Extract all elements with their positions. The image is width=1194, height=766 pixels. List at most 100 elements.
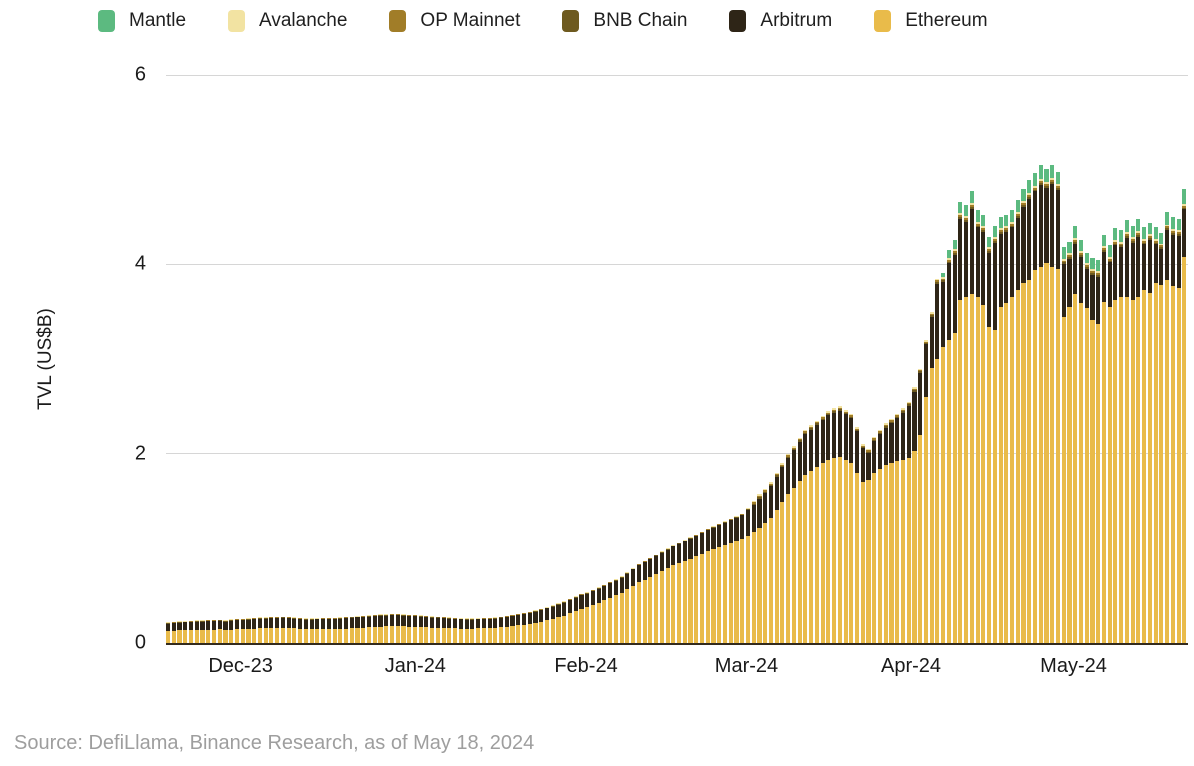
stacked-bar: [338, 617, 343, 643]
bar-segment-ethereum: [217, 629, 222, 643]
stacked-bar: [677, 542, 682, 643]
bar-segment-ethereum: [929, 368, 934, 643]
bar-segment-arbitrum: [659, 552, 664, 572]
bar-segment-arbitrum: [1004, 232, 1009, 304]
bar-segment-bnb-chain: [872, 439, 877, 441]
stacked-bar: [682, 540, 687, 643]
legend-swatch-icon: [562, 10, 580, 32]
bar-segment-arbitrum: [412, 616, 417, 628]
bar-segment-bnb-chain: [1032, 189, 1038, 192]
bar-segment-bnb-chain: [786, 456, 791, 458]
legend-item-label: Arbitrum: [760, 10, 833, 31]
legend-item-label: BNB Chain: [593, 10, 688, 31]
bar-segment-arbitrum: [579, 595, 584, 610]
bar-segment-ethereum: [378, 626, 383, 643]
stacked-bar: [728, 518, 733, 643]
stacked-bar: [952, 239, 957, 643]
bar-segment-op-mainnet: [1124, 234, 1129, 236]
bar-segment-bnb-chain: [1113, 243, 1118, 246]
bar-segment-arbitrum: [602, 586, 607, 601]
bar-segment-arbitrum: [820, 420, 825, 464]
bar-segment-arbitrum: [745, 509, 751, 536]
stacked-bar: [401, 614, 406, 643]
stacked-bar: [194, 620, 199, 643]
stacked-bar: [1067, 241, 1072, 643]
bar-segment-ethereum: [941, 346, 946, 643]
bar-segment-op-mainnet: [1067, 254, 1072, 257]
bar-segment-op-mainnet: [1073, 239, 1078, 242]
bar-segment-avalanche: [1176, 230, 1181, 233]
bar-segment-arbitrum: [343, 618, 349, 629]
y-tick-label: 4: [134, 252, 146, 275]
bar-segment-op-mainnet: [1027, 195, 1032, 198]
stacked-bar: [619, 576, 624, 643]
stacked-bar: [493, 617, 498, 643]
bar-segment-ethereum: [820, 463, 825, 643]
legend-swatch-icon: [389, 10, 407, 32]
stacked-bar: [211, 619, 217, 643]
bar-segment-op-mainnet: [757, 495, 762, 498]
bar-segment-ethereum: [326, 628, 331, 643]
bar-segment-ethereum: [694, 556, 699, 643]
bar-segment-ethereum: [964, 296, 969, 643]
stacked-bar: [860, 444, 865, 643]
bar-segment-mantle: [1159, 233, 1164, 244]
bar-segment-arbitrum: [458, 619, 463, 629]
bar-segment-bnb-chain: [1153, 242, 1158, 245]
bar-segment-bnb-chain: [797, 440, 802, 442]
bar-segment-ethereum: [412, 627, 417, 643]
bar-segment-ethereum: [286, 628, 291, 643]
bar-segment-arbitrum: [964, 221, 969, 297]
bar-segment-ethereum: [751, 532, 756, 643]
bar-segment-mantle: [1078, 239, 1084, 252]
bar-segment-op-mainnet: [1147, 235, 1152, 238]
bar-segment-op-mainnet: [768, 483, 773, 485]
stacked-bar: [579, 593, 584, 643]
stacked-bar: [636, 563, 641, 643]
bar-segment-arbitrum: [688, 538, 693, 559]
bar-segment-arbitrum: [1055, 189, 1061, 270]
bar-segment-ethereum: [550, 618, 555, 643]
bar-segment-bnb-chain: [1010, 225, 1015, 228]
stacked-bar: [1084, 253, 1089, 643]
bar-segment-bnb-chain: [820, 418, 825, 421]
bar-segment-bnb-chain: [946, 261, 951, 264]
stacked-bar: [809, 425, 814, 643]
bar-segment-mantle: [969, 190, 974, 203]
bar-segment-mantle: [1090, 257, 1095, 270]
bar-segment-arbitrum: [1096, 276, 1101, 324]
stacked-bar: [1061, 247, 1066, 643]
bar-segment-op-mainnet: [1165, 226, 1170, 229]
bar-segment-arbitrum: [740, 515, 745, 539]
stacked-bar: [705, 528, 710, 643]
stacked-bar: [355, 616, 360, 643]
legend-item: Arbitrum: [729, 10, 832, 32]
bar-segment-ethereum: [889, 463, 894, 643]
bar-segment-ethereum: [395, 625, 400, 643]
bar-segment-mantle: [1084, 253, 1089, 264]
bar-segment-arbitrum: [321, 619, 326, 629]
bar-segment-arbitrum: [677, 543, 682, 564]
bar-segment-avalanche: [941, 276, 946, 279]
bar-segment-ethereum: [418, 627, 423, 643]
bar-segment-op-mainnet: [786, 455, 791, 457]
bar-segment-arbitrum: [1078, 256, 1084, 304]
stacked-bar: [533, 610, 538, 643]
bar-segment-avalanche: [1067, 253, 1072, 255]
bar-segment-mantle: [1032, 172, 1038, 186]
stacked-bar: [665, 548, 670, 643]
bar-segment-arbitrum: [682, 541, 687, 561]
bar-segment-arbitrum: [946, 263, 951, 341]
stacked-bar: [539, 608, 544, 643]
stacked-bar: [998, 217, 1003, 643]
bar-segment-ethereum: [183, 630, 188, 643]
bar-segment-arbitrum: [619, 577, 624, 593]
bar-segment-ethereum: [992, 329, 997, 643]
bar-segment-avalanche: [1096, 270, 1101, 273]
bar-segment-arbitrum: [699, 533, 705, 554]
bar-segment-arbitrum: [774, 476, 779, 511]
bar-segment-bnb-chain: [941, 280, 946, 283]
bar-segment-avalanche: [774, 472, 779, 475]
bar-segment-ethereum: [1170, 286, 1175, 643]
legend-item-label: Ethereum: [905, 10, 988, 31]
